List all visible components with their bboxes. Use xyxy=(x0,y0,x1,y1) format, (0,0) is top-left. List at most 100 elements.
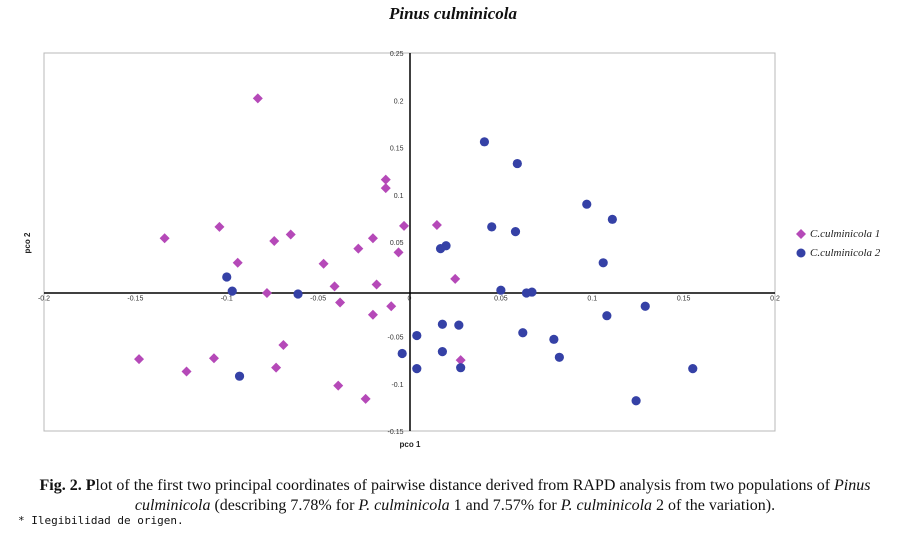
data-point-circle xyxy=(549,334,559,344)
data-point-diamond xyxy=(261,288,272,299)
data-point-circle xyxy=(631,396,641,406)
figure-caption: Fig. 2. Plot of the first two principal … xyxy=(14,476,896,516)
caption-species-3: P. culminicola xyxy=(560,497,653,514)
data-point-diamond xyxy=(159,233,170,244)
data-point-diamond xyxy=(271,362,282,373)
data-point-diamond xyxy=(399,220,410,231)
data-point-diamond xyxy=(278,340,289,351)
data-point-diamond xyxy=(386,301,397,312)
y-tick-label: 0.15 xyxy=(390,146,404,153)
data-point-circle xyxy=(293,289,303,299)
y-tick-label: -0.1 xyxy=(391,382,403,389)
x-tick-label: -0.05 xyxy=(310,295,326,302)
y-tick-label: -0.15 xyxy=(388,429,404,436)
caption-text-3: 1 and 7.57% for xyxy=(449,497,561,514)
y-tick-label: 0.1 xyxy=(394,193,404,200)
diamond-marker-icon xyxy=(796,228,806,239)
data-point-diamond xyxy=(181,366,192,377)
x-tick-label: 0.05 xyxy=(494,295,508,302)
data-point-diamond xyxy=(380,183,391,194)
data-point-circle xyxy=(582,199,592,209)
data-point-circle xyxy=(518,328,528,338)
data-point-circle xyxy=(412,330,422,341)
data-point-circle xyxy=(640,301,650,311)
y-tick-label: 0.05 xyxy=(390,240,404,247)
data-point-circle xyxy=(479,137,490,147)
data-point-circle xyxy=(510,227,521,237)
x-tick-label: 0 xyxy=(408,295,412,302)
x-tick-label: 0.2 xyxy=(770,295,780,302)
y-tick-label: 0.25 xyxy=(390,51,404,58)
data-point-circle xyxy=(435,244,446,254)
caption-text-1: lot of the first two principal coordinat… xyxy=(95,477,835,494)
data-point-circle xyxy=(437,347,447,357)
data-point-circle xyxy=(487,222,497,232)
data-point-diamond xyxy=(431,219,442,230)
data-point-circle xyxy=(456,363,466,373)
legend-label-series-2: C.culminicola 2 xyxy=(810,246,881,259)
data-point-diamond xyxy=(134,354,145,365)
x-axis-label: pco 1 xyxy=(400,440,421,449)
y-tick-label: -0.05 xyxy=(388,335,404,342)
x-tick-label: 0.1 xyxy=(587,295,597,302)
data-point-diamond xyxy=(450,273,461,284)
data-point-circle xyxy=(397,348,407,359)
legend-item-series-2: C.culminicola 2 xyxy=(796,243,880,262)
data-point-diamond xyxy=(333,380,344,391)
data-point-diamond xyxy=(335,297,346,308)
caption-fig-label: Fig. 2. xyxy=(39,477,82,494)
data-point-circle xyxy=(437,319,447,329)
data-point-circle xyxy=(602,311,612,321)
data-point-circle xyxy=(512,158,522,169)
caption-species-2: P. culminicola xyxy=(358,497,450,514)
data-point-diamond xyxy=(329,281,340,292)
data-point-diamond xyxy=(367,309,378,320)
data-point-circle xyxy=(521,288,532,298)
data-point-diamond xyxy=(393,247,404,258)
data-point-circle xyxy=(412,364,422,374)
circle-marker-icon xyxy=(796,248,806,257)
data-point-diamond xyxy=(318,258,329,269)
x-tick-label: -0.15 xyxy=(127,295,143,302)
data-point-circle xyxy=(607,214,617,224)
x-tick-label: 0.15 xyxy=(677,295,691,302)
caption-bold-letter: P xyxy=(85,477,96,494)
legend: C.culminicola 1 C.culminicola 2 xyxy=(796,224,880,262)
data-point-circle xyxy=(454,320,464,330)
data-point-circle xyxy=(598,258,608,268)
y-axis-label: pco 2 xyxy=(23,232,32,253)
data-point-circle xyxy=(222,272,232,282)
data-point-diamond xyxy=(367,233,378,244)
data-point-diamond xyxy=(455,355,466,366)
data-point-circle xyxy=(554,352,564,362)
data-point-diamond xyxy=(285,229,296,240)
data-point-diamond xyxy=(232,257,243,268)
data-point-diamond xyxy=(208,353,219,364)
data-point-diamond xyxy=(371,279,382,290)
series-1-points xyxy=(134,93,466,404)
data-point-diamond xyxy=(214,221,225,232)
data-point-diamond xyxy=(360,393,371,404)
y-tick-labels: -0.15 -0.1 -0.05 0.05 0.1 0.15 0.2 0.25 xyxy=(388,51,404,436)
y-tick-label: 0.2 xyxy=(394,98,404,105)
scatter-plot: -0.2 -0.15 -0.1 -0.05 0 0.05 0.1 0.15 0.2 -0.15-… xyxy=(23,51,780,449)
data-point-diamond xyxy=(252,93,263,104)
legend-label-series-1: C.culminicola 1 xyxy=(810,227,881,240)
footnote: * Ilegibilidad de origen. xyxy=(18,514,184,527)
data-point-diamond xyxy=(380,174,391,185)
x-tick-label: -0.2 xyxy=(38,295,50,302)
data-point-diamond xyxy=(353,243,364,254)
caption-text-2: (describing 7.78% for xyxy=(210,497,359,514)
legend-item-series-1: C.culminicola 1 xyxy=(796,224,880,243)
chart-title: Pinus culminicola xyxy=(389,4,517,23)
x-tick-label: -0.1 xyxy=(221,295,233,302)
x-tick-labels: -0.2 -0.15 -0.1 -0.05 0 0.05 0.1 0.15 0.2 xyxy=(38,295,780,302)
data-point-circle xyxy=(227,286,237,296)
data-point-circle xyxy=(688,364,698,374)
data-point-circle xyxy=(496,285,506,295)
caption-species-1: Pinus culminicola xyxy=(134,477,871,514)
data-point-circle xyxy=(234,371,245,381)
series-2-points xyxy=(222,137,698,406)
caption-text-4: 2 of the variation). xyxy=(652,497,776,514)
data-point-diamond xyxy=(269,236,280,247)
